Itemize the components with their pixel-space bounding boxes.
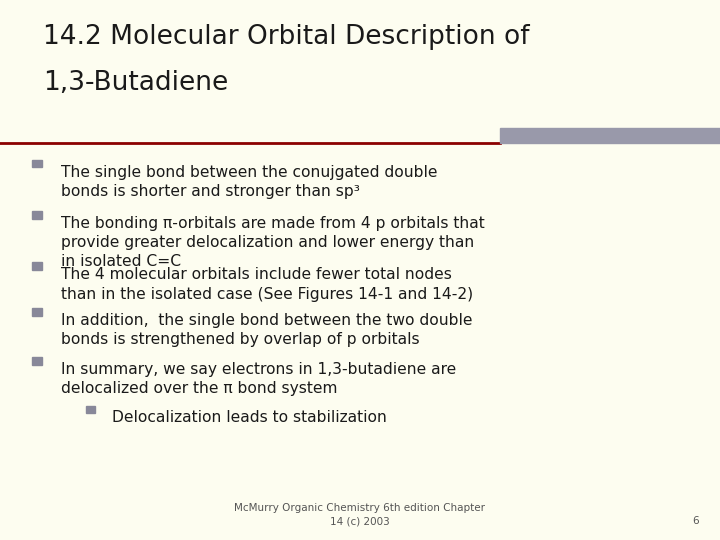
Text: The bonding π-orbitals are made from 4 p orbitals that
provide greater delocaliz: The bonding π-orbitals are made from 4 p… (61, 216, 485, 269)
Bar (86, 406, 96, 413)
Text: Delocalization leads to stabilization: Delocalization leads to stabilization (112, 410, 387, 426)
Text: 6: 6 (692, 516, 698, 526)
Text: McMurry Organic Chemistry 6th edition Chapter
14 (c) 2003: McMurry Organic Chemistry 6th edition Ch… (235, 503, 485, 526)
Bar (32, 308, 42, 316)
Text: 14.2 Molecular Orbital Description of: 14.2 Molecular Orbital Description of (43, 24, 530, 50)
Bar (500, 127, 720, 143)
Text: The single bond between the conujgated double
bonds is shorter and stronger than: The single bond between the conujgated d… (61, 165, 438, 199)
Bar (32, 211, 42, 219)
Bar (32, 160, 42, 167)
Bar (32, 357, 42, 364)
Text: In summary, we say electrons in 1,3-butadiene are
delocalized over the π bond sy: In summary, we say electrons in 1,3-buta… (61, 362, 456, 396)
Text: 1,3-Butadiene: 1,3-Butadiene (43, 70, 228, 96)
Text: In addition,  the single bond between the two double
bonds is strengthened by ov: In addition, the single bond between the… (61, 313, 473, 347)
Text: The 4 molecular orbitals include fewer total nodes
than in the isolated case (Se: The 4 molecular orbitals include fewer t… (61, 267, 473, 301)
Bar (32, 262, 42, 270)
